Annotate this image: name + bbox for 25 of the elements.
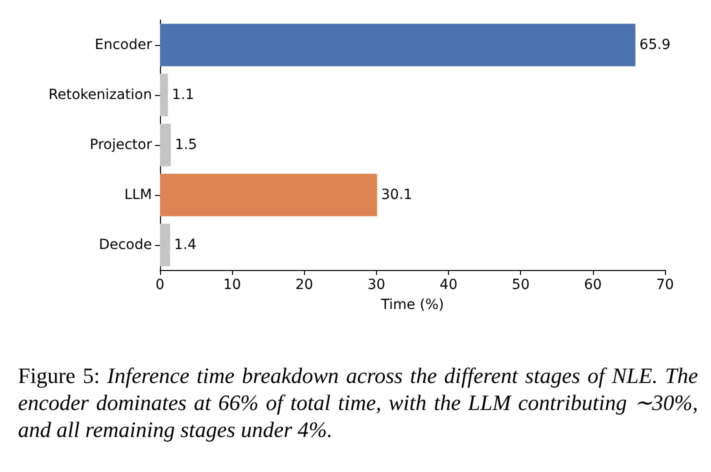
x-tick-label: 40 [440,277,458,293]
bar [160,74,168,116]
x-tick-label: 0 [156,277,164,293]
x-tick-label: 10 [223,277,242,293]
x-tick-label: 50 [512,277,530,293]
bar [160,124,171,166]
bar [160,224,170,266]
x-axis-title: Time (%) [380,297,444,313]
x-tick-label: 30 [368,277,386,293]
data-label: 1.5 [174,137,198,153]
data-label: 30.1 [381,187,412,203]
x-tick-label: 60 [584,277,602,293]
data-label: 1.4 [174,237,196,253]
bar [160,24,636,66]
x-tick-label: 20 [295,277,314,293]
x-tick-label: 70 [656,277,674,293]
y-tick-label: Retokenization [48,87,152,103]
data-label: 1.1 [172,87,194,103]
y-tick-label: Projector [90,137,152,153]
data-label: 65.9 [639,37,671,53]
y-tick-label: LLM [124,187,152,203]
caption: Figure 5: Inference time breakdown across the different stages of NLE. The encoder dominates at 66% of total time, with the LLM contributing ∼30%, and all remaining stages under 4%. [18,363,698,442]
bar [160,174,378,216]
y-tick-label: Decode [98,237,152,253]
y-tick-label: Encoder [94,37,152,53]
